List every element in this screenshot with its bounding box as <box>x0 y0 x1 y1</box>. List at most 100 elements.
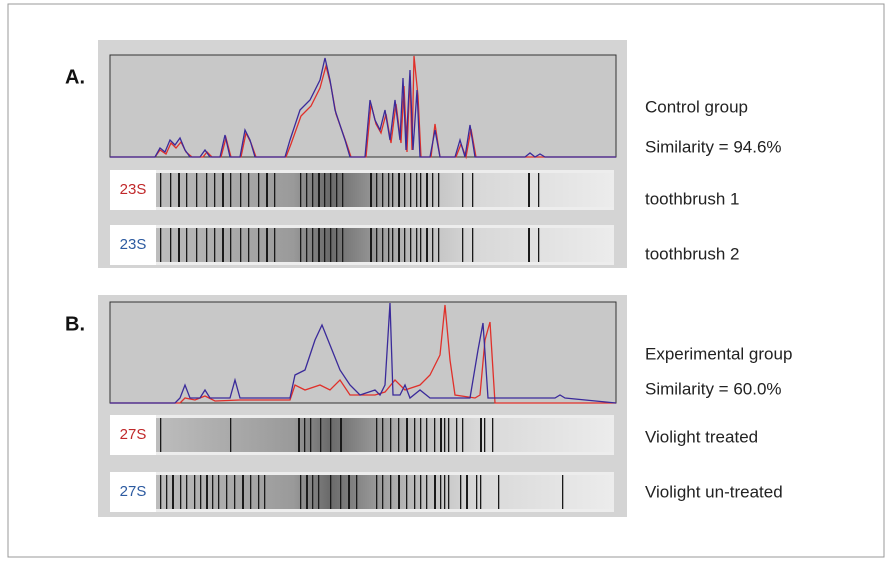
profile-plot-b <box>109 301 617 404</box>
band <box>406 475 408 509</box>
band <box>200 475 202 509</box>
band <box>348 475 350 509</box>
band <box>392 228 394 262</box>
band <box>390 475 392 509</box>
band <box>340 475 342 509</box>
band <box>330 228 332 262</box>
band <box>382 418 384 452</box>
band <box>472 173 474 207</box>
marker-label: 27S <box>120 426 147 443</box>
band <box>376 418 378 452</box>
band <box>230 418 232 452</box>
band <box>388 173 390 207</box>
group-title: Experimental group <box>645 344 792 363</box>
band <box>298 418 300 452</box>
band <box>306 475 308 509</box>
band <box>472 228 474 262</box>
band <box>214 173 216 207</box>
band <box>462 228 464 262</box>
band <box>398 228 400 262</box>
band <box>264 475 266 509</box>
band <box>444 475 446 509</box>
band <box>226 475 228 509</box>
band <box>320 418 322 452</box>
band <box>484 418 486 452</box>
band <box>404 173 406 207</box>
band <box>330 475 332 509</box>
band <box>528 228 530 262</box>
band <box>370 228 372 262</box>
band <box>196 228 198 262</box>
band <box>406 418 408 452</box>
lane-gel <box>156 418 614 452</box>
band <box>434 418 436 452</box>
band <box>206 173 208 207</box>
band <box>476 475 478 509</box>
marker-box <box>110 472 156 512</box>
band <box>330 173 332 207</box>
band <box>462 173 464 207</box>
band <box>388 228 390 262</box>
band <box>498 475 500 509</box>
band <box>186 173 188 207</box>
similarity: Similarity = 94.6% <box>645 137 782 156</box>
band <box>318 475 320 509</box>
band <box>420 173 422 207</box>
band <box>448 475 450 509</box>
band <box>440 475 442 509</box>
lane-name: Violight treated <box>645 427 758 446</box>
panel-label: A. <box>65 66 85 88</box>
similarity: Similarity = 60.0% <box>645 379 782 398</box>
band <box>370 173 372 207</box>
band <box>178 173 180 207</box>
band <box>460 475 462 509</box>
band <box>234 475 236 509</box>
band <box>178 228 180 262</box>
band <box>222 173 224 207</box>
band <box>240 228 242 262</box>
profile-blue <box>110 57 616 158</box>
band <box>376 475 378 509</box>
band <box>312 173 314 207</box>
band <box>304 418 306 452</box>
band <box>448 418 450 452</box>
band <box>242 475 244 509</box>
band <box>420 418 422 452</box>
band <box>160 228 162 262</box>
band <box>194 475 196 509</box>
band <box>258 475 260 509</box>
band <box>342 173 344 207</box>
band <box>456 418 458 452</box>
band <box>480 418 482 452</box>
marker-label: 23S <box>120 181 147 198</box>
band <box>434 475 436 509</box>
band <box>266 228 268 262</box>
band <box>538 228 540 262</box>
band <box>318 228 320 262</box>
band <box>356 475 358 509</box>
band <box>324 173 326 207</box>
group-title: Control group <box>645 97 748 116</box>
lane-gel <box>156 228 614 262</box>
marker-box <box>110 415 156 455</box>
panel-label: B. <box>65 313 85 335</box>
band <box>166 475 168 509</box>
band <box>414 418 416 452</box>
band <box>528 173 530 207</box>
band <box>426 475 428 509</box>
marker-box <box>110 170 156 210</box>
band <box>416 173 418 207</box>
band <box>206 228 208 262</box>
band <box>206 475 208 509</box>
band <box>444 418 446 452</box>
band <box>336 228 338 262</box>
band <box>318 173 320 207</box>
band <box>300 173 302 207</box>
band <box>390 418 392 452</box>
band <box>330 418 332 452</box>
marker-label: 23S <box>120 236 147 253</box>
band <box>170 173 172 207</box>
band <box>266 173 268 207</box>
band <box>404 228 406 262</box>
